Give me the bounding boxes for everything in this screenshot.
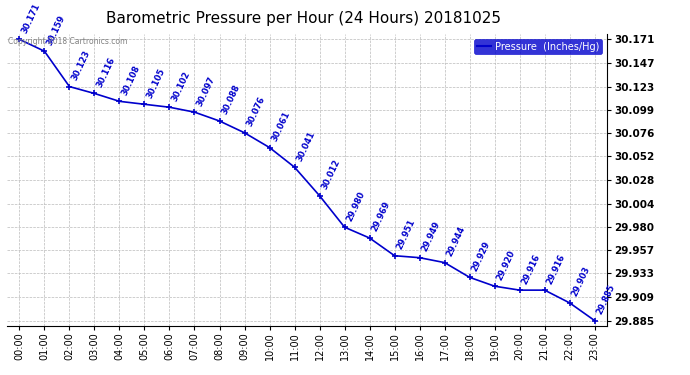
Text: 30.159: 30.159 — [45, 13, 67, 46]
Text: 29.951: 29.951 — [395, 218, 417, 251]
Text: 29.916: 29.916 — [520, 252, 542, 285]
Text: 30.061: 30.061 — [270, 110, 292, 143]
Text: Barometric Pressure per Hour (24 Hours) 20181025: Barometric Pressure per Hour (24 Hours) … — [106, 11, 501, 26]
Text: 30.108: 30.108 — [120, 64, 141, 97]
Text: 29.920: 29.920 — [495, 249, 517, 282]
Legend: Pressure  (Inches/Hg): Pressure (Inches/Hg) — [473, 39, 602, 54]
Text: 30.012: 30.012 — [320, 158, 342, 191]
Text: 30.102: 30.102 — [170, 69, 192, 102]
Text: 30.097: 30.097 — [195, 75, 217, 107]
Text: Copyright 2018 Cartronics.com: Copyright 2018 Cartronics.com — [8, 37, 127, 46]
Text: 29.944: 29.944 — [445, 225, 467, 258]
Text: 30.116: 30.116 — [95, 56, 117, 89]
Text: 30.041: 30.041 — [295, 129, 317, 162]
Text: 29.916: 29.916 — [545, 252, 567, 285]
Text: 29.949: 29.949 — [420, 220, 442, 253]
Text: 30.076: 30.076 — [245, 95, 267, 128]
Text: 29.885: 29.885 — [595, 283, 617, 316]
Text: 30.105: 30.105 — [145, 66, 167, 100]
Text: 29.980: 29.980 — [345, 190, 367, 222]
Text: 29.929: 29.929 — [470, 240, 492, 273]
Text: 30.088: 30.088 — [220, 84, 242, 116]
Text: 30.171: 30.171 — [20, 2, 42, 34]
Text: 30.123: 30.123 — [70, 49, 92, 82]
Text: 29.969: 29.969 — [370, 200, 392, 233]
Text: 29.903: 29.903 — [570, 265, 592, 298]
